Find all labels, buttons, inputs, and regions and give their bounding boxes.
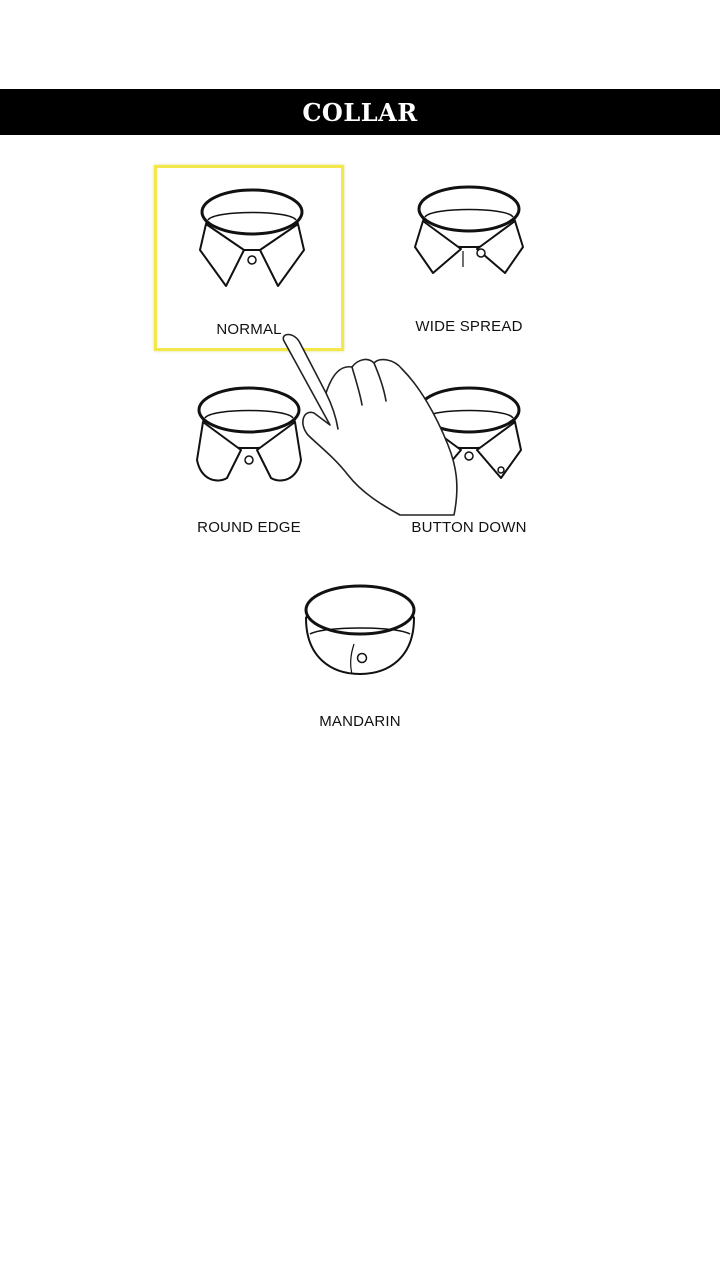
round-edge-collar-icon	[196, 386, 302, 482]
collar-option-wide-spread[interactable]: WIDE SPREAD	[374, 165, 564, 351]
button-down-collar-icon	[416, 386, 522, 479]
normal-collar-icon	[199, 188, 305, 287]
collar-option-button-down[interactable]: BUTTON DOWN	[374, 366, 564, 552]
collar-option-label: MANDARIN	[319, 713, 401, 730]
collar-option-mandarin[interactable]: MANDARIN	[265, 560, 455, 746]
collar-option-label: BUTTON DOWN	[411, 519, 527, 536]
collar-option-label: ROUND EDGE	[197, 519, 301, 536]
page-title: COLLAR	[302, 97, 418, 127]
wide-spread-collar-icon	[414, 185, 524, 274]
collar-option-label: NORMAL	[216, 321, 282, 338]
collar-option-round-edge[interactable]: ROUND EDGE	[154, 366, 344, 552]
header-bar: COLLAR	[0, 89, 720, 135]
mandarin-collar-icon	[304, 584, 416, 675]
collar-option-normal[interactable]: NORMAL	[154, 165, 344, 351]
collar-option-label: WIDE SPREAD	[415, 318, 523, 335]
